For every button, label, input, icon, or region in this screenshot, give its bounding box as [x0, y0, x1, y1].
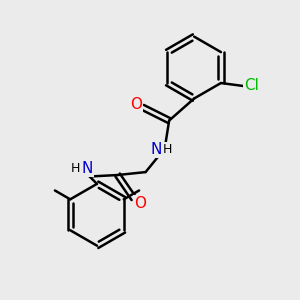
Text: O: O [130, 98, 142, 112]
Text: O: O [134, 196, 146, 211]
Text: N: N [81, 161, 92, 176]
Text: Cl: Cl [244, 79, 259, 94]
Text: H: H [71, 162, 80, 175]
Text: H: H [163, 142, 172, 156]
Text: N: N [151, 142, 162, 157]
